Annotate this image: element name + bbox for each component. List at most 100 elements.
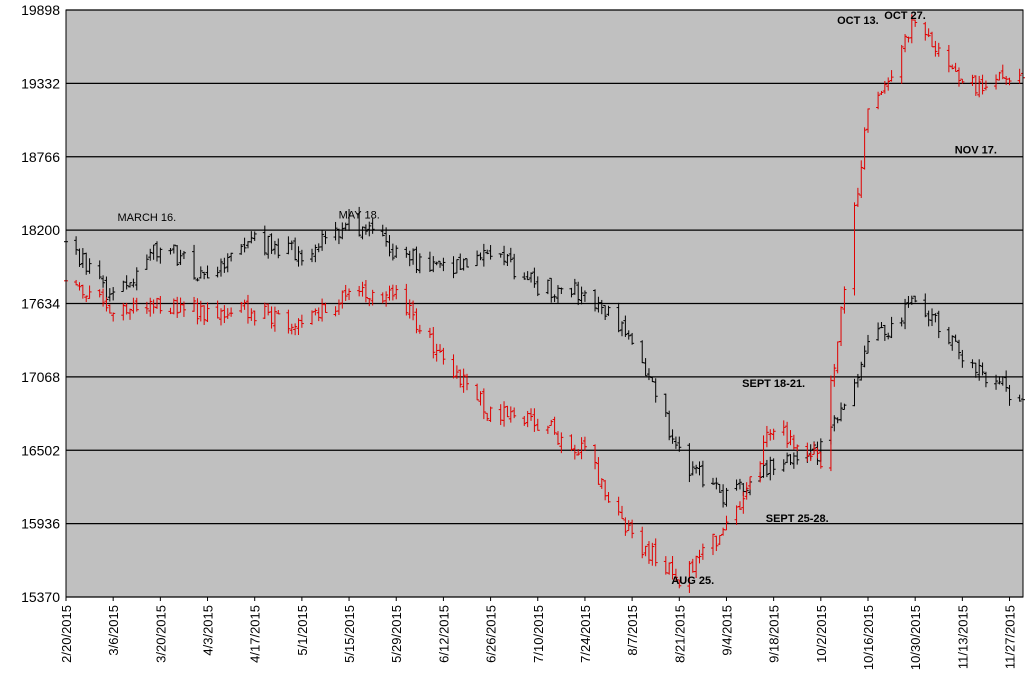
ohlc-bar [205, 265, 210, 279]
ohlc-bar [970, 74, 975, 86]
ohlc-bar [724, 487, 729, 507]
ohlc-bar [215, 300, 220, 319]
ohlc-bar [384, 291, 389, 307]
ohlc-bar [532, 267, 537, 288]
ohlc-bar [977, 359, 982, 381]
ohlc-bar [417, 324, 422, 334]
x-tick-label: 10/16/2015 [861, 605, 876, 670]
ohlc-bar [175, 245, 180, 266]
ohlc-bar [1017, 68, 1022, 84]
ohlc-bar [532, 408, 537, 432]
ohlc-bar [229, 252, 234, 262]
ohlc-bar [599, 478, 604, 489]
ohlc-bar [134, 267, 139, 291]
y-tick-label: 15370 [21, 589, 60, 605]
ohlc-bar [336, 228, 341, 245]
ohlc-bar [316, 307, 321, 322]
ohlc-bar [363, 224, 368, 235]
ohlc-bar [795, 444, 800, 452]
ohlc-bar [859, 361, 864, 381]
ohlc-bar [475, 250, 480, 267]
ohlc-bar [414, 246, 419, 274]
ohlc-bar [529, 408, 534, 421]
ohlc-bar [859, 160, 864, 198]
ohlc-bar [107, 288, 112, 302]
ohlc-bar [815, 447, 820, 459]
ohlc-bar [451, 354, 456, 379]
ohlc-bar [818, 451, 823, 469]
ohlc-bar [946, 326, 951, 345]
x-axis-tick-labels: 2/20/2015 3/6/2015 3/20/2015 4/3/2015 4/17/2… [59, 597, 1018, 670]
ohlc-bar [464, 373, 469, 391]
ohlc-bar [734, 505, 739, 525]
ohlc-bar [158, 247, 163, 264]
ohlc-bar [239, 244, 244, 255]
ohlc-bar [111, 312, 116, 322]
ohlc-bar [192, 296, 197, 312]
ohlc-bar [242, 237, 247, 253]
ohlc-bar [434, 261, 439, 266]
y-axis-tick-labels: 15370 15936 16502 17068 17634 18200 18766 19332… [21, 2, 60, 605]
x-tick-label: 9/4/2015 [719, 605, 734, 656]
ohlc-bar [309, 248, 314, 263]
ohlc-bar [694, 555, 699, 578]
ohlc-bar [865, 334, 870, 354]
ohlc-bar [131, 297, 136, 314]
ohlc-bar [131, 278, 136, 288]
ohlc-bar [933, 313, 938, 323]
ohlc-bar [522, 272, 527, 280]
ohlc-bar [842, 286, 847, 314]
ohlc-bar [785, 421, 790, 448]
y-tick-label: 18766 [21, 149, 60, 165]
x-tick-label: 8/21/2015 [672, 605, 687, 663]
ohlc-bar [205, 302, 210, 323]
ohlc-bar [1017, 394, 1022, 402]
ohlc-bar [411, 300, 416, 321]
ohlc-bar [603, 305, 608, 320]
ohlc-bar [512, 407, 517, 419]
ohlc-bar [855, 373, 860, 388]
ohlc-bar [512, 253, 517, 280]
ohlc-bar [936, 42, 941, 57]
ohlc-bar [795, 450, 800, 465]
ohlc-bar [225, 308, 230, 319]
ohlc-bar [697, 549, 702, 564]
ohlc-bar [572, 444, 577, 460]
ohlc-bar [148, 297, 153, 317]
ohlc-bar [1004, 370, 1009, 392]
x-tick-label: 6/26/2015 [484, 605, 499, 663]
ohlc-bar [367, 298, 372, 307]
ohlc-bar [101, 288, 106, 307]
ohlc-bar [909, 295, 914, 305]
ohlc-bar [552, 416, 557, 435]
ohlc-bar [1000, 64, 1005, 80]
ohlc-bar [175, 296, 180, 318]
ohlc-bar [771, 428, 776, 440]
ohlc-bar [994, 74, 999, 90]
ohlc-bar [249, 308, 254, 321]
ohlc-bar [579, 437, 584, 460]
ohlc-bar [340, 290, 345, 309]
ohlc-bar [488, 245, 493, 260]
ohlc-bar [855, 187, 860, 207]
ohlc-bar [576, 281, 581, 306]
ohlc-bar [299, 249, 304, 266]
ohlc-bar [529, 272, 534, 283]
ohlc-bar [623, 517, 628, 536]
ohlc-bar [431, 256, 436, 273]
ohlc-bar [953, 62, 958, 72]
ohlc-bar [417, 253, 422, 274]
ohlc-bar [737, 501, 742, 510]
ohlc-bar [154, 297, 159, 309]
ohlc-bar [272, 306, 277, 332]
ohlc-bar [181, 251, 186, 260]
ohlc-bar [289, 323, 294, 335]
ohlc-bar [903, 298, 908, 330]
ohlc-bar [545, 425, 550, 434]
ohlc-bar [107, 304, 112, 314]
ohlc-bar [485, 412, 490, 421]
ohlc-bar [805, 442, 810, 462]
ohlc-bar [889, 70, 894, 82]
ohlc-bar [441, 257, 446, 272]
ohlc-bar [269, 306, 274, 329]
